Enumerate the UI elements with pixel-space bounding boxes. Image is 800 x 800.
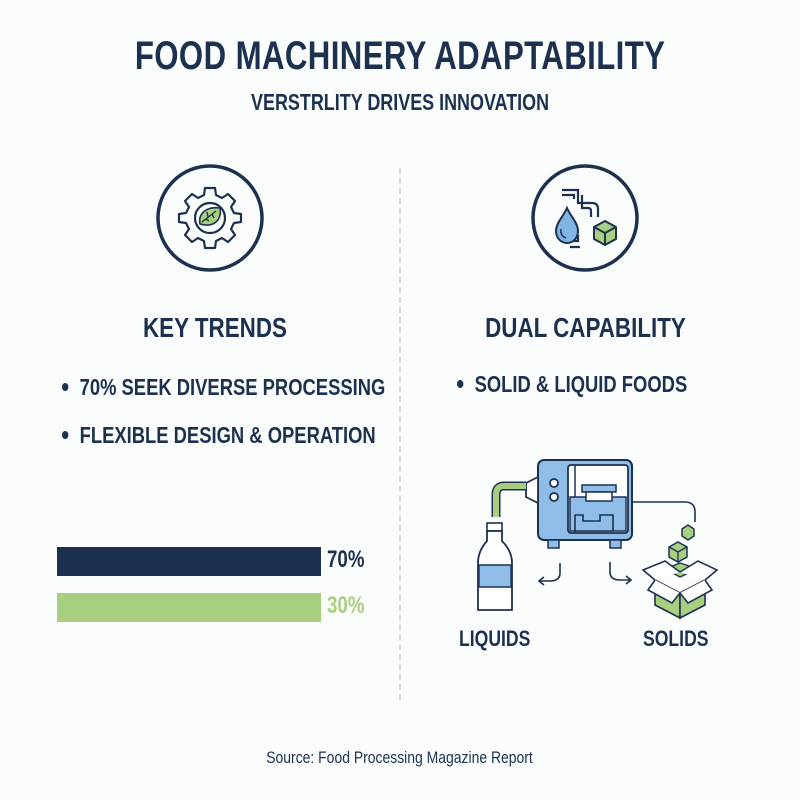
solids-label: SOLIDS <box>643 626 709 651</box>
key-trends-title: KEY TRENDS <box>143 312 287 343</box>
bullet-dot <box>62 382 69 391</box>
dual-capability-title: DUAL CAPABILITY <box>484 312 686 343</box>
liquids-label: LIQUIDS <box>459 626 531 651</box>
page-subtitle: VERSTRLITY DRIVES INNOVATION <box>250 89 550 115</box>
source-citation: Source: Food Processing Magazine Report <box>266 748 534 767</box>
bar-30 <box>57 593 321 622</box>
bullet-dot <box>62 430 69 439</box>
bar-label-70: 70% <box>327 546 365 573</box>
bullet-dot <box>457 379 464 388</box>
key-trend-bullet: 70% SEEK DIVERSE PROCESSING <box>62 374 385 401</box>
bar-label-30: 30% <box>327 592 365 619</box>
gear-leaf-icon <box>155 163 265 278</box>
liquid-solid-icon <box>530 163 640 278</box>
machine-illustration <box>460 455 720 625</box>
page-title: FOOD MACHINERY ADAPTABILITY <box>134 34 666 78</box>
bar-70 <box>57 547 321 576</box>
column-divider <box>399 168 401 700</box>
dual-capability-bullet: SOLID & LIQUID FOODS <box>457 371 687 398</box>
key-trend-bullet: FLEXIBLE DESIGN & OPERATION <box>62 422 376 449</box>
